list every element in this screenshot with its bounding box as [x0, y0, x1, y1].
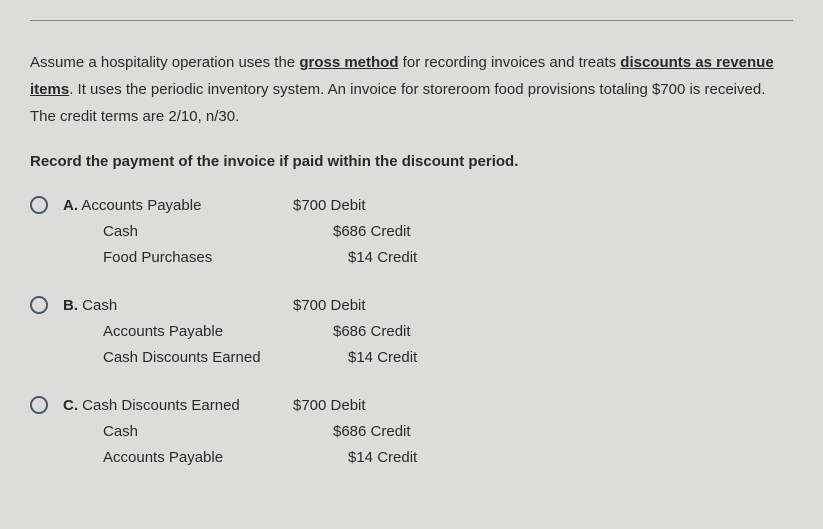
option-a-account-2: Cash: [63, 220, 293, 244]
radio-icon[interactable]: [30, 196, 48, 214]
option-a-account-3: Food Purchases: [63, 246, 293, 270]
question-underline-1: gross method: [299, 54, 398, 71]
option-b-label: B.: [63, 297, 78, 314]
option-c-amount-3: $14 Credit: [293, 446, 433, 470]
option-b-amount-2: $686 Credit: [293, 320, 433, 344]
radio-icon[interactable]: [30, 396, 48, 414]
option-a-amount-1: $700 Debit: [293, 194, 433, 218]
option-c-account-1: Cash Discounts Earned: [82, 397, 240, 414]
option-a-label: A.: [63, 197, 78, 214]
option-b-content: B. Cash $700 Debit Accounts Payable $686…: [63, 294, 793, 372]
option-b-amount-3: $14 Credit: [293, 346, 433, 370]
option-b[interactable]: B. Cash $700 Debit Accounts Payable $686…: [30, 294, 793, 372]
option-b-account-1: Cash: [82, 297, 117, 314]
option-a-amount-2: $686 Credit: [293, 220, 433, 244]
option-c-label: C.: [63, 397, 78, 414]
question-intro-2: for recording invoices and treats: [399, 54, 621, 71]
question-intro-3: . It uses the periodic inventory system.…: [30, 81, 765, 125]
option-c-amount-2: $686 Credit: [293, 420, 433, 444]
option-b-account-2: Accounts Payable: [63, 320, 293, 344]
option-c-amount-1: $700 Debit: [293, 394, 433, 418]
question-intro-1: Assume a hospitality operation uses the: [30, 54, 299, 71]
option-a-amount-3: $14 Credit: [293, 246, 433, 270]
option-c-account-3: Accounts Payable: [63, 446, 293, 470]
option-c-content: C. Cash Discounts Earned $700 Debit Cash…: [63, 394, 793, 472]
radio-icon[interactable]: [30, 296, 48, 314]
option-a-account-1: Accounts Payable: [81, 197, 201, 214]
question-instruction: Record the payment of the invoice if pai…: [30, 150, 793, 174]
option-c[interactable]: C. Cash Discounts Earned $700 Debit Cash…: [30, 394, 793, 472]
question-prompt: Assume a hospitality operation uses the …: [30, 49, 793, 130]
option-b-amount-1: $700 Debit: [293, 294, 433, 318]
option-a-content: A. Accounts Payable $700 Debit Cash $686…: [63, 194, 793, 272]
option-c-account-2: Cash: [63, 420, 293, 444]
option-b-account-3: Cash Discounts Earned: [63, 346, 293, 370]
option-a[interactable]: A. Accounts Payable $700 Debit Cash $686…: [30, 194, 793, 272]
